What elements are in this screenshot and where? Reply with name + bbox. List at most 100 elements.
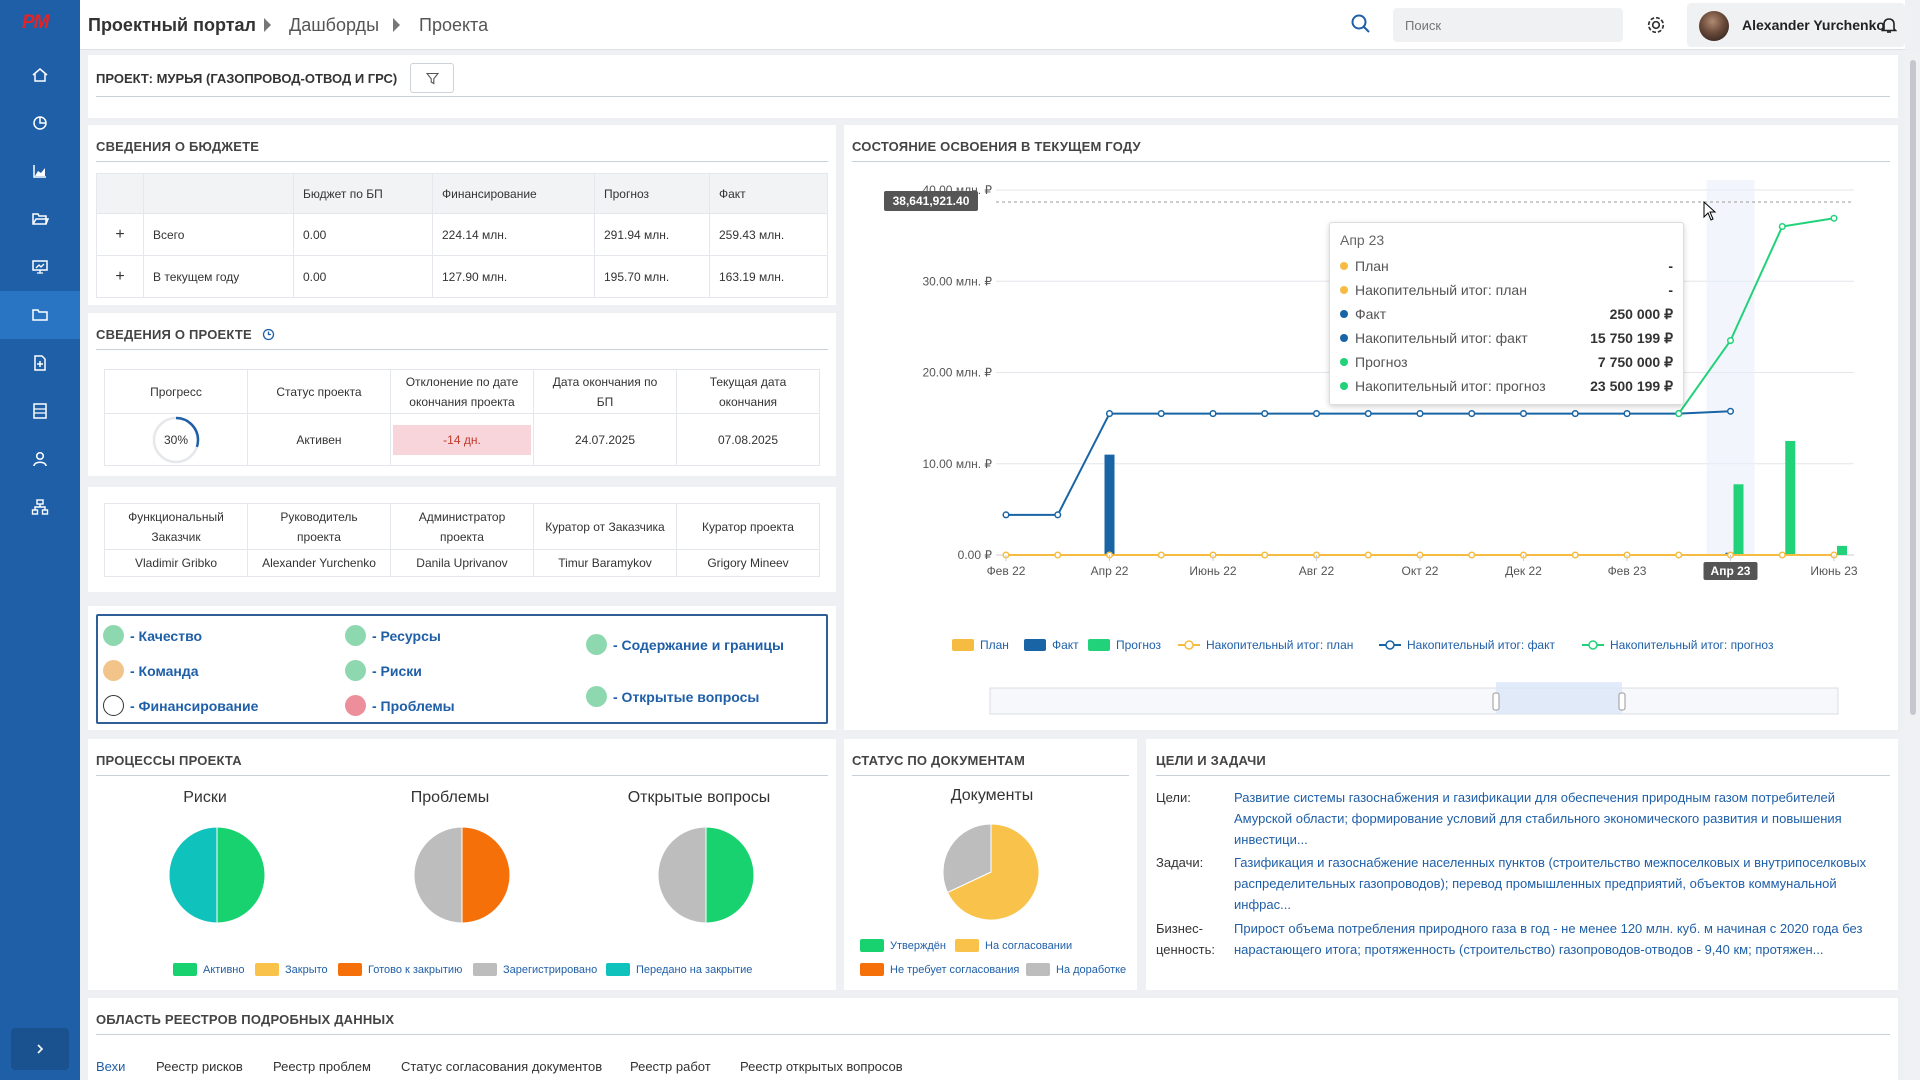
legend-item-closed[interactable]: Закрыто [255,963,328,976]
bar [1733,484,1744,555]
status-dot-icon [586,634,607,655]
x-tick-label: Дек 22 [1505,564,1542,578]
bell-icon[interactable] [1881,16,1897,34]
tab-open-issues-register[interactable]: Реестр открытых вопросов [740,1059,903,1074]
table-row: + В текущем году 0.00 127.90 млн. 195.70… [96,255,828,298]
page-scrollbar[interactable] [1905,50,1920,1080]
x-tick-label: Фев 23 [1608,564,1647,578]
goals-title: ЦЕЛИ И ЗАДАЧИ [1156,753,1266,768]
point [1830,214,1838,222]
tooltip-label: Накопительный итог: план [1355,282,1527,298]
tasks-label: Задачи: [1156,855,1204,870]
goals-text[interactable]: Развитие системы газоснабжения и газифик… [1234,790,1842,847]
mouse-cursor-icon [1703,201,1717,221]
series-dot-icon [1340,262,1348,270]
x-tick-label: Фев 22 [987,564,1026,578]
legend-item-registered[interactable]: Зарегистрировано [473,963,597,976]
point [1364,551,1372,559]
sidebar-expand-button[interactable] [11,1028,69,1070]
sidebar-item-presentations[interactable] [0,243,80,291]
pie-slice [216,826,266,924]
processes-card: ПРОЦЕССЫ ПРОЕКТА Риски Проблемы Открытые… [88,739,836,990]
point [1675,410,1683,418]
documents-card: СТАТУС ПО ДОКУМЕНТАМ Документы Утверждён… [844,739,1137,990]
person-name: Timur Baramykov [533,549,677,577]
breadcrumb-item-dashboards[interactable]: Дашборды [289,14,379,35]
sidebar-item-projects[interactable] [0,291,80,339]
divider [96,775,828,776]
area-chart-icon [33,165,46,178]
legend-item: Факт [1024,638,1079,652]
budget-title: СВЕДЕНИЯ О БЮДЖЕТЕ [96,139,260,154]
progress-ring: 30% [151,415,201,465]
series-dot-icon [1340,358,1348,366]
x-tick-label: Авг 22 [1299,564,1335,578]
chevron-right-icon [37,1044,44,1054]
indicator-team[interactable]: - Команда [103,660,199,681]
mastery-chart[interactable]: Фев 22 Апр 22 Июнь 22 Авг 22 Окт 22 Дек 22 Фев… [844,125,1898,730]
tab-risks-register[interactable]: Реестр рисков [156,1059,243,1074]
legend-item-ready-to-close[interactable]: Готово к закрытию [338,963,462,976]
process-pies [168,826,755,924]
indicator-problems[interactable]: - Проблемы [345,695,455,716]
legend-item-approved[interactable]: Утверждён [860,939,946,952]
avatar [1699,11,1729,41]
sidebar-item-folders[interactable] [0,195,80,243]
expand-row-button[interactable]: + [96,213,144,256]
user-menu[interactable]: Alexander Yurchenko [1687,3,1905,47]
status-dot-icon [103,660,124,681]
status-dot-icon [103,695,124,716]
legend-item-on-approval[interactable]: На согласовании [955,939,1072,952]
legend-item-on-revision[interactable]: На доработке [1026,963,1126,976]
chevron-right-icon [264,18,271,32]
tasks-text[interactable]: Газификация и газоснабжение населенных п… [1234,855,1867,912]
scrollbar-thumb[interactable] [1910,60,1916,715]
sidebar-item-home[interactable] [0,51,80,99]
divider [96,349,828,350]
tab-documents-status[interactable]: Статус согласования документов [401,1059,603,1074]
breadcrumb-item-portal[interactable]: Проектный портал [88,14,256,35]
sidebar-item-documents[interactable] [0,339,80,387]
user-icon [33,451,47,467]
status-dot-icon [586,686,607,707]
tab-problems-register[interactable]: Реестр проблем [273,1059,371,1074]
indicator-quality[interactable]: - Качество [103,625,202,646]
point [1571,410,1579,418]
tab-milestones[interactable]: Вехи [96,1059,126,1074]
business-value-text[interactable]: Прирост объема потребления природного га… [1234,921,1863,957]
divider [96,161,828,162]
tab-works-register[interactable]: Реестр работ [630,1059,711,1074]
pie-title-documents: Документы [950,787,1034,804]
user-name: Alexander Yurchenko [1742,17,1885,33]
legend-item: Накопительный итог: план [1178,638,1353,652]
mastery-chart-card: СОСТОЯНИЕ ОСВОЕНИЯ В ТЕКУЩЕМ ГОДУ Фев 22… [844,125,1898,730]
gear-icon[interactable] [1645,14,1667,36]
indicator-risks[interactable]: - Риски [345,660,422,681]
indicator-open-issues[interactable]: - Открытые вопросы [586,686,759,707]
sidebar-item-reports[interactable] [0,147,80,195]
tooltip-row: Факт 250 000 ₽ [1340,304,1673,324]
list-icon [33,403,47,419]
indicator-resources[interactable]: - Ресурсы [345,625,441,646]
indicator-scope[interactable]: - Содержание и границы [586,634,784,655]
filter-button[interactable] [410,63,454,93]
person-name: Grigory Mineev [676,549,820,577]
table-header-cell: Текущая дата окончания [676,369,820,414]
sidebar-item-structure[interactable] [0,483,80,531]
documents-title: СТАТУС ПО ДОКУМЕНТАМ [852,753,1025,768]
history-icon[interactable] [262,328,275,341]
legend-item-sent-to-close[interactable]: Передано на закрытие [606,963,752,976]
legend-item-active[interactable]: Активно [173,963,245,976]
search-icon[interactable] [1350,13,1372,35]
point [1261,551,1269,559]
point [1209,410,1217,418]
indicator-financing[interactable]: - Финансирование [103,695,258,716]
sidebar-item-analytics[interactable] [0,99,80,147]
sidebar-item-users[interactable] [0,435,80,483]
expand-row-button[interactable]: + [96,255,144,298]
legend-item-no-approval-needed[interactable]: Не требует согласования [860,963,1019,976]
search-input[interactable] [1393,8,1623,42]
sidebar-item-registry[interactable] [0,387,80,435]
indicators-card: - Качество - Ресурсы - Содержание и гран… [88,606,836,730]
person-name: Vladimir Gribko [104,549,248,577]
